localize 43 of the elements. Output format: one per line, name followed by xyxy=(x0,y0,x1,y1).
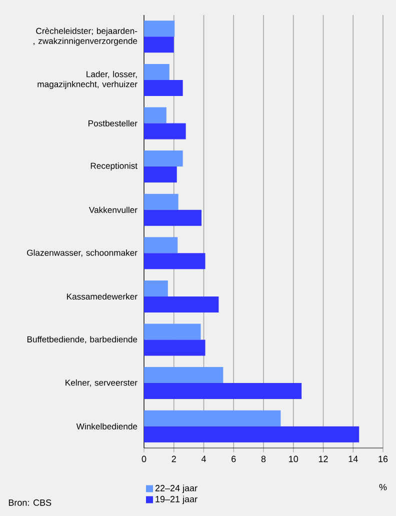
y-tick-label: Receptionist xyxy=(90,162,138,171)
y-tick-label: Winkelbediende xyxy=(76,423,138,430)
x-tick-label: 8 xyxy=(261,456,266,462)
bar xyxy=(144,410,281,426)
bar xyxy=(144,64,170,80)
x-tick-label: 4 xyxy=(201,456,206,462)
x-tick-label: 10 xyxy=(289,456,298,462)
y-tick-label: Vakkenvuller xyxy=(88,206,138,213)
bar xyxy=(144,210,202,226)
x-axis-title: % xyxy=(379,484,387,490)
bar xyxy=(144,383,302,400)
text: Bron: CBS xyxy=(8,499,52,506)
y-tick-label: Crècheleidster; bejaarden-, zwakzinnigenverzorgende xyxy=(34,28,138,46)
y-tick-label: Kassamedewerker xyxy=(67,293,138,300)
y-tick-label: Postbesteller xyxy=(88,120,138,126)
bar xyxy=(144,253,206,270)
y-tick-label: Buffetbediende, barbediende xyxy=(27,336,138,344)
y-tick-label: Kelner, serveerster xyxy=(66,379,138,387)
y-tick-label: Lader, losser, magazijnknecht, verhuizer xyxy=(38,70,138,89)
y-tick-label: Glazenwasser, schoonmaker xyxy=(27,249,138,257)
bar xyxy=(144,296,219,312)
bar xyxy=(144,107,166,124)
bar xyxy=(144,194,178,210)
bar xyxy=(144,150,183,167)
bar xyxy=(144,237,178,254)
x-tick-label: 6 xyxy=(232,456,236,462)
bar xyxy=(144,20,175,37)
bar xyxy=(144,280,168,296)
bar xyxy=(144,166,177,183)
bar xyxy=(144,36,174,53)
x-tick-label: 0 xyxy=(142,456,146,462)
bar xyxy=(144,80,183,96)
x-tick-label: 2 xyxy=(172,456,176,462)
x-tick-label: 12 xyxy=(318,456,328,462)
x-tick-label: 16 xyxy=(378,456,388,462)
bar xyxy=(144,324,201,340)
bar xyxy=(144,123,186,140)
legend-label: 22–24 jaar xyxy=(155,484,198,494)
x-tick-label: 14 xyxy=(348,456,358,462)
bar xyxy=(144,426,360,442)
bar xyxy=(144,340,206,356)
legend-label: 19–21 jaar xyxy=(156,496,198,504)
bar xyxy=(144,367,224,384)
